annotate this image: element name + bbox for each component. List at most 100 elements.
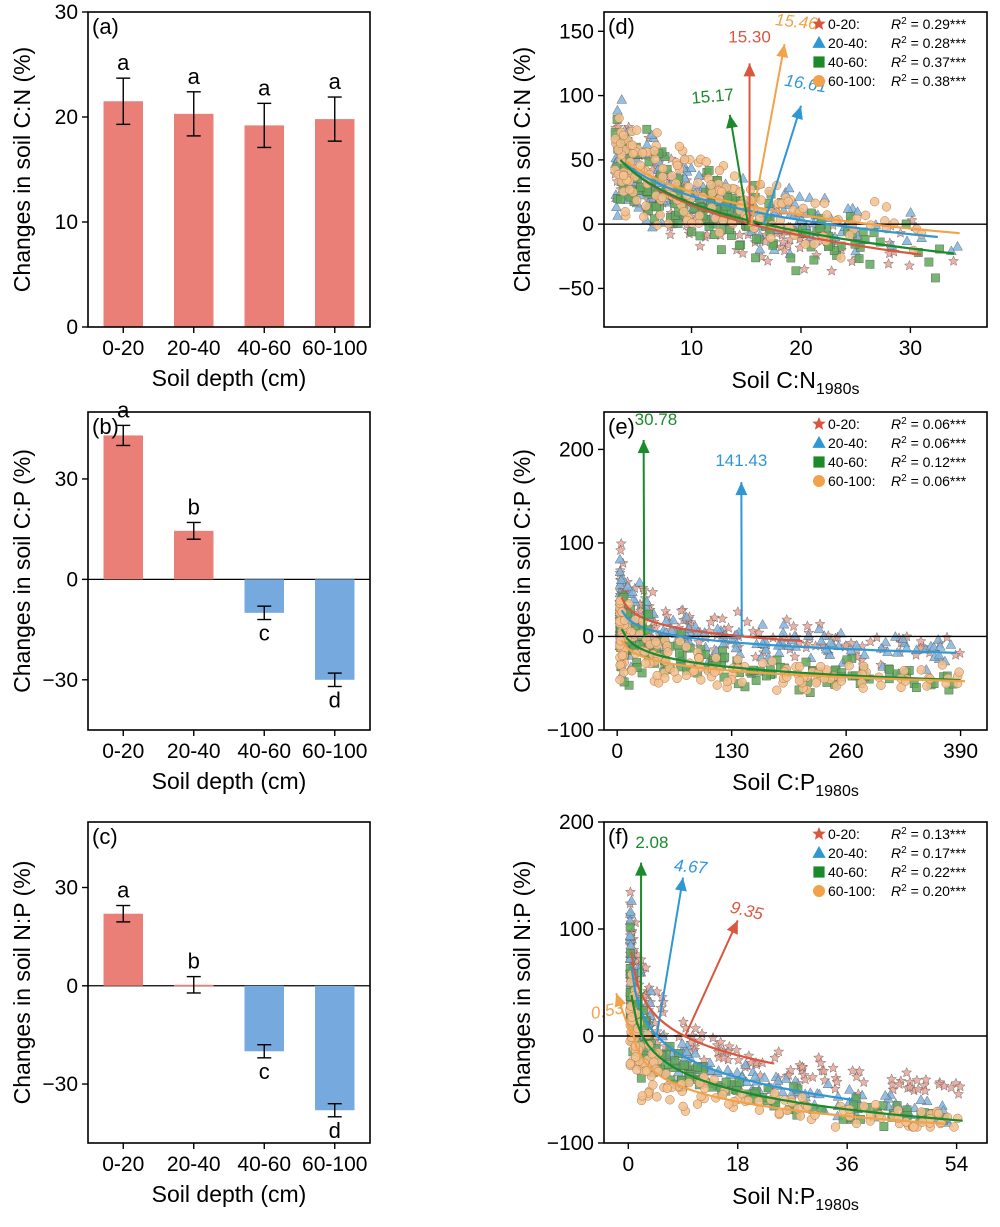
x-tick-label: 40-60 [237, 1153, 291, 1176]
threshold-label: 30.78 [635, 410, 678, 429]
data-point [954, 1080, 966, 1092]
r-symbol: R [891, 883, 901, 899]
fit-curve-0-20 [620, 596, 803, 643]
legend-r2: R2 = 0.20*** [891, 883, 967, 900]
r-superscript: 2 [901, 454, 907, 465]
data-point [826, 265, 838, 276]
bar-60-100 [315, 985, 355, 1111]
data-point [721, 1077, 731, 1087]
data-point [687, 218, 697, 228]
legend-label: 0-20: [828, 826, 860, 842]
data-point [870, 1099, 881, 1110]
data-point [616, 94, 628, 104]
x-tick-label: 10 [680, 337, 703, 360]
threshold-label: 15.17 [691, 85, 735, 108]
data-point [737, 677, 747, 687]
data-point [670, 1056, 680, 1066]
x-tick-label: 30 [899, 337, 922, 360]
r2-value: = 0.28*** [907, 35, 967, 51]
y-axis-label: Changes in soil N:P (%) [9, 861, 35, 1105]
arrow-head [791, 105, 803, 121]
data-point [954, 667, 964, 677]
data-point [851, 1118, 862, 1129]
legend-r2: R2 = 0.37*** [891, 54, 967, 71]
data-point [639, 212, 649, 222]
data-point [695, 231, 705, 241]
data-point [694, 240, 706, 251]
data-point [945, 639, 957, 649]
legend-r2: R2 = 0.13*** [891, 826, 967, 843]
data-point [731, 1044, 742, 1055]
data-point [615, 675, 625, 685]
y-axis-label: Changes in soil C:P (%) [9, 449, 35, 693]
x-tick-label: 18 [726, 1153, 749, 1176]
data-point [648, 1080, 658, 1090]
data-point [933, 649, 945, 660]
data-point [636, 182, 646, 192]
y-tick-label: 0 [66, 316, 78, 339]
data-point [851, 1071, 862, 1082]
data-point [809, 239, 819, 249]
data-point [716, 187, 727, 197]
data-point [827, 1062, 839, 1073]
data-point [669, 667, 680, 677]
data-point [938, 1080, 950, 1091]
data-point [756, 195, 766, 205]
x-axis-label-subscript: 1980s [815, 1197, 859, 1214]
data-point [641, 658, 651, 668]
legend-marker [812, 827, 826, 840]
panel-label: (c) [92, 824, 118, 849]
data-point [865, 259, 875, 269]
panel-e-scatter-chart: 141.43 30.78 0 130 260 390 −100 0 100 200 (e) 0-20:… [509, 410, 988, 800]
r-superscript: 2 [901, 35, 907, 46]
data-point [718, 1052, 729, 1063]
data-point [932, 634, 944, 644]
bar-0-20 [103, 435, 143, 580]
data-point [948, 255, 959, 266]
data-point [614, 553, 626, 564]
data-point [768, 240, 778, 250]
data-point [627, 140, 638, 150]
data-point [783, 196, 793, 207]
r-symbol: R [891, 454, 901, 470]
y-tick-label: 0 [582, 1025, 594, 1048]
bar-0-20 [103, 101, 143, 327]
data-point [783, 182, 795, 193]
data-point [650, 154, 660, 164]
x-tick-label: 390 [943, 740, 978, 763]
data-point [634, 576, 645, 587]
data-point [625, 1059, 635, 1069]
y-tick-label: 0 [66, 568, 78, 591]
data-point [905, 207, 916, 217]
threshold-label: 15.46 [774, 10, 819, 33]
data-point [772, 685, 782, 695]
data-point [811, 678, 821, 688]
legend-label: 20-40: [828, 35, 868, 51]
data-point [720, 652, 730, 662]
data-point [844, 661, 854, 671]
legend-label: 60-100: [828, 883, 875, 899]
r2-value: = 0.20*** [907, 883, 967, 899]
x-tick-label: 0-20 [102, 337, 144, 360]
significance-letter: c [259, 621, 270, 646]
data-point [810, 198, 820, 208]
data-point [676, 1038, 688, 1048]
data-point [816, 635, 827, 646]
panel-c-bar-chart: a 0-20 b 20-40 c 40-60 d 60-100 −30 0 30 (c) Soil de… [9, 821, 371, 1207]
bar-0-20 [103, 913, 143, 986]
data-point [625, 886, 636, 897]
y-axis-label: Changes in soil C:P (%) [509, 449, 535, 693]
r-symbol: R [891, 864, 901, 880]
data-point [705, 616, 717, 627]
data-point [652, 1092, 662, 1102]
y-tick-label: 100 [559, 918, 594, 941]
data-point [762, 255, 774, 266]
data-point [734, 229, 746, 240]
legend-r2: R2 = 0.12*** [891, 454, 967, 471]
data-point [679, 206, 689, 217]
data-point [754, 1105, 765, 1115]
fit-curve-0-20 [625, 164, 922, 256]
data-point [737, 247, 749, 259]
data-point [678, 1101, 688, 1112]
r-superscript: 2 [901, 435, 907, 446]
